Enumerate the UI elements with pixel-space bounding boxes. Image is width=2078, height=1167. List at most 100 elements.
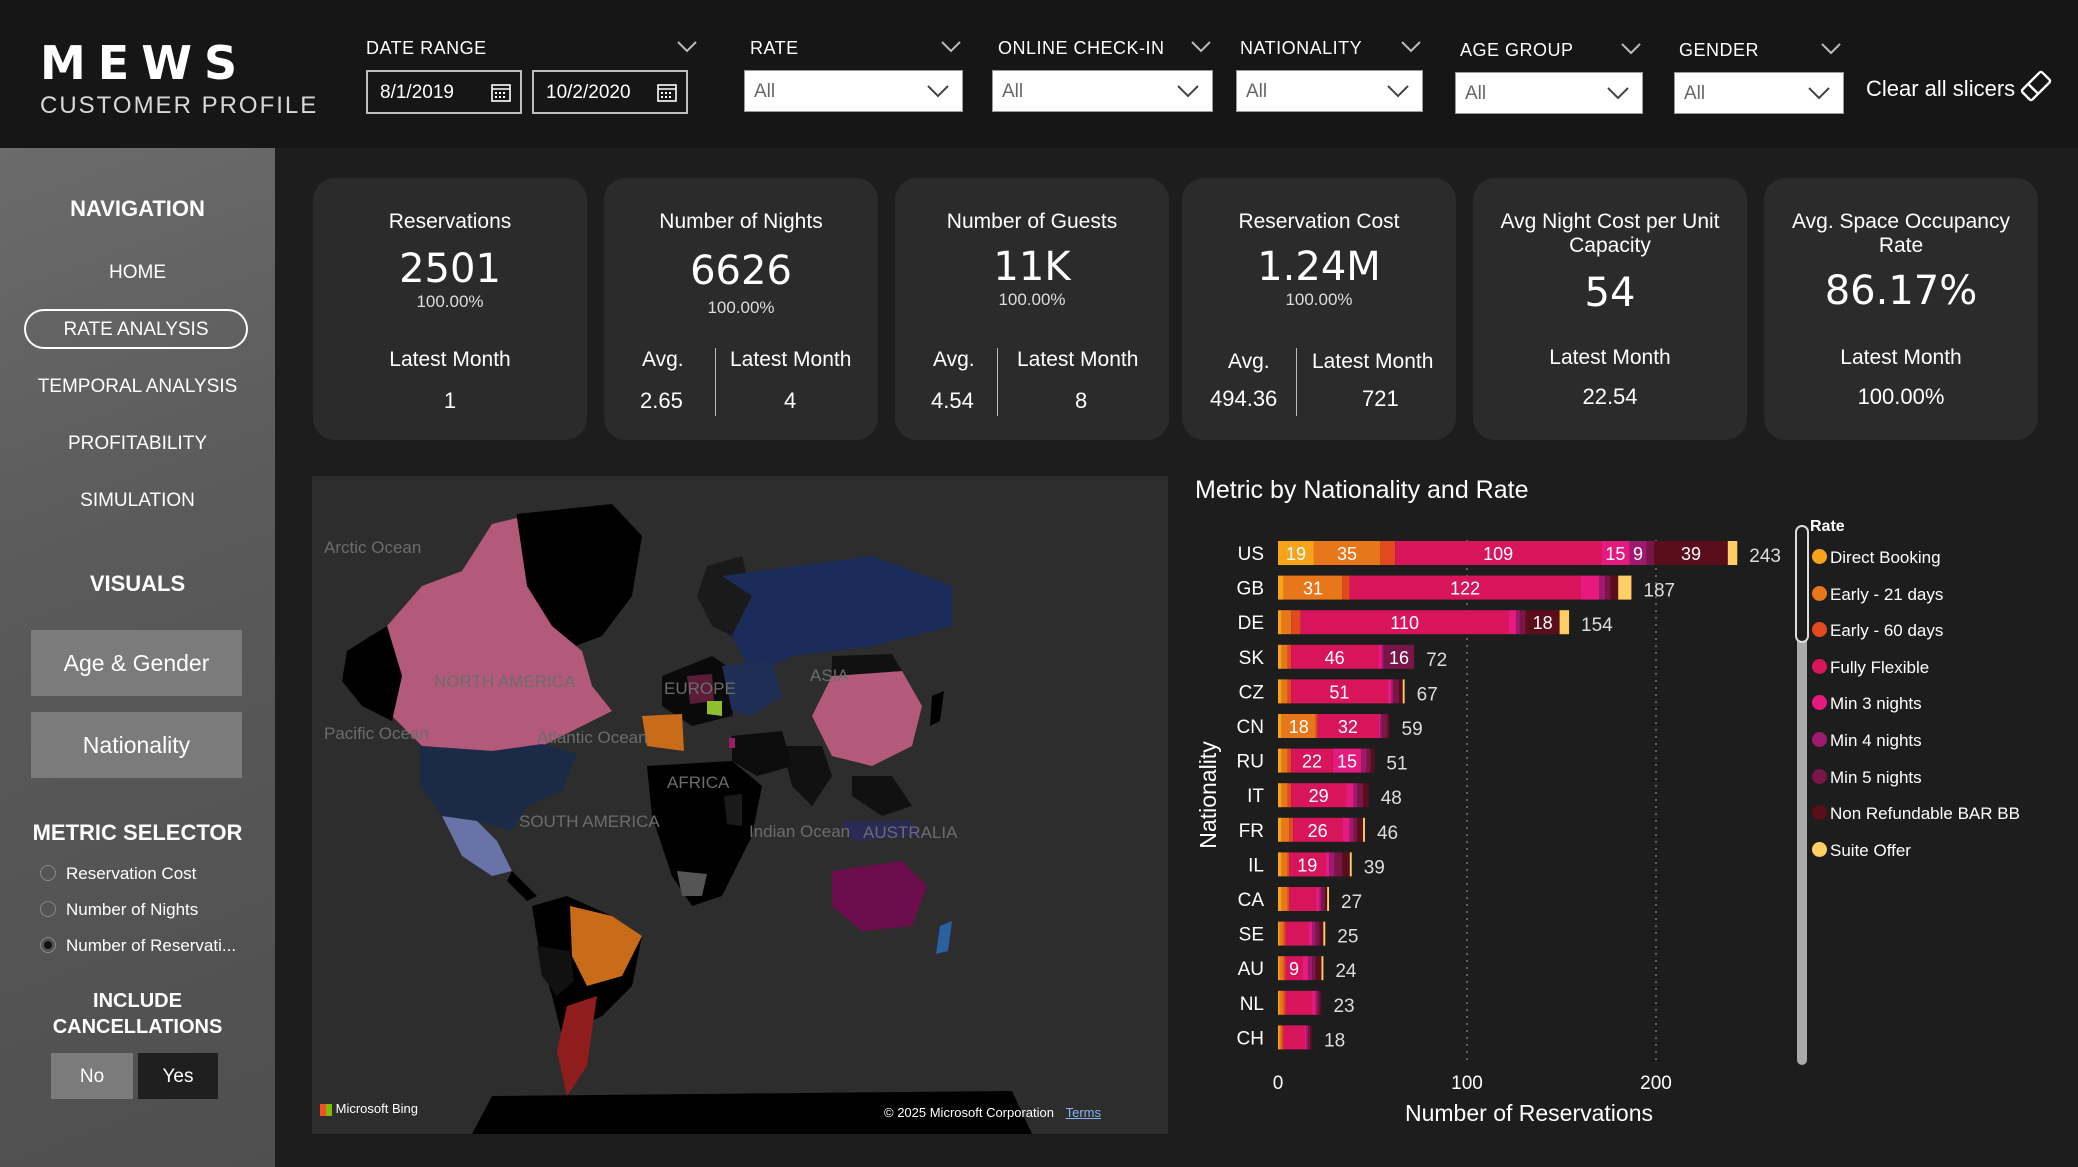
cancellations-no-button[interactable]: No xyxy=(51,1053,133,1099)
clear-all-slicers-button[interactable]: Clear all slicers xyxy=(1866,76,2016,101)
bar-segment xyxy=(1281,783,1288,808)
legend-item[interactable]: Min 5 nights xyxy=(1812,768,1922,788)
kpi-value: 54 xyxy=(1584,270,1636,316)
legend-scrollbar-track[interactable] xyxy=(1797,525,1807,1065)
bar-segment xyxy=(1278,679,1282,704)
legend-item[interactable]: Early - 21 days xyxy=(1812,585,1943,605)
chevron-down-icon[interactable] xyxy=(1820,42,1842,56)
bar-segment xyxy=(1278,1025,1280,1050)
x-axis-title: Number of Reservations xyxy=(1405,1100,1653,1126)
legend-title: Rate xyxy=(1810,518,1845,535)
bar-segment xyxy=(1279,1025,1282,1050)
age-group-slicer-dropdown[interactable]: All xyxy=(1455,72,1643,114)
bar-segment xyxy=(1381,714,1388,738)
bar-segment xyxy=(1278,990,1280,1015)
bar-segment xyxy=(1291,644,1379,669)
nav-rate-analysis[interactable]: RATE ANALYSIS xyxy=(24,309,248,349)
bar-data-label: 35 xyxy=(1337,544,1357,564)
x-tick-label: 200 xyxy=(1640,1073,1672,1094)
bar-segment xyxy=(1289,817,1294,842)
bar-segment xyxy=(1302,956,1309,981)
map-terms-link[interactable]: Terms xyxy=(1065,1105,1102,1120)
bar-segment xyxy=(1321,887,1326,911)
bar-total-label: 72 xyxy=(1426,650,1447,671)
y-tick-label: AU xyxy=(1238,959,1264,980)
legend-item[interactable]: Non Refundable BAR BB xyxy=(1812,804,2020,824)
bing-attribution: Microsoft Bing xyxy=(320,1101,418,1116)
rate-slicer-dropdown[interactable]: All xyxy=(744,70,963,112)
kpi-card-reservation-cost: Reservation Cost 1.24M 100.00% Avg. 494.… xyxy=(1182,178,1456,440)
legend-item[interactable]: Min 3 nights xyxy=(1812,694,1922,714)
metric-option-number-of-reservations[interactable]: Number of Reservati... xyxy=(40,936,236,956)
kpi-latest-value: 721 xyxy=(1362,386,1399,411)
bar-data-label: 19 xyxy=(1297,855,1317,875)
chevron-down-icon[interactable] xyxy=(1190,40,1212,54)
kpi-card-reservations: Reservations 2501 100.00% Latest Month 1 xyxy=(313,178,587,440)
kpi-title: Reservations xyxy=(388,210,512,233)
bar-segment xyxy=(1287,748,1292,773)
date-start-input[interactable]: 8/1/2019 xyxy=(366,70,522,114)
bar-segment xyxy=(1285,921,1309,946)
online-checkin-slicer-dropdown[interactable]: All xyxy=(992,70,1213,112)
nav-simulation[interactable]: SIMULATION xyxy=(80,490,195,511)
radio-button-selected[interactable] xyxy=(40,936,56,953)
gender-slicer-dropdown[interactable]: All xyxy=(1674,72,1844,114)
kpi-percent: 100.00% xyxy=(416,292,484,311)
bar-segment xyxy=(1283,956,1286,981)
calendar-icon[interactable] xyxy=(656,81,678,103)
chevron-down-icon[interactable] xyxy=(1620,42,1642,56)
age-gender-button[interactable]: Age & Gender xyxy=(31,630,242,696)
kpi-percent: 100.00% xyxy=(707,298,775,317)
radio-button[interactable] xyxy=(40,900,56,917)
kpi-divider xyxy=(1296,348,1297,416)
legend-label: Early - 21 days xyxy=(1830,584,1944,604)
legend-item[interactable]: Direct Booking xyxy=(1812,548,1941,568)
bar-data-label: 31 xyxy=(1303,579,1323,599)
bar-segment xyxy=(1402,679,1405,704)
bar-total-label: 67 xyxy=(1417,684,1438,705)
nav-temporal-analysis[interactable]: TEMPORAL ANALYSIS xyxy=(37,376,238,397)
bar-segment xyxy=(1279,990,1284,1015)
world-map[interactable]: Arctic Ocean NORTH AMERICA Pacific Ocean… xyxy=(312,476,1168,1134)
legend-item[interactable]: Min 4 nights xyxy=(1812,731,1922,751)
bar-segment xyxy=(1281,887,1288,911)
y-tick-label: CA xyxy=(1238,890,1265,911)
nationality-slicer-dropdown[interactable]: All xyxy=(1236,70,1423,112)
bar-segment xyxy=(1525,610,1560,635)
map-region-nz xyxy=(936,921,952,954)
x-tick-label: 100 xyxy=(1451,1073,1483,1094)
map-canvas[interactable] xyxy=(312,476,1168,1134)
chevron-down-icon[interactable] xyxy=(940,40,962,54)
metric-selector-heading: METRIC SELECTOR xyxy=(32,820,243,845)
legend-swatch xyxy=(1812,805,1827,821)
bar-segment xyxy=(1317,714,1379,738)
bar-segment xyxy=(1629,541,1647,565)
legend-item[interactable]: Suite Offer xyxy=(1812,841,1911,861)
bar-segment xyxy=(1278,748,1282,773)
nationality-button[interactable]: Nationality xyxy=(31,712,242,778)
map-label-north-america: NORTH AMERICA xyxy=(434,672,576,691)
metric-option-reservation-cost[interactable]: Reservation Cost xyxy=(40,864,196,884)
bar-segment xyxy=(1325,887,1328,911)
legend-item[interactable]: Early - 60 days xyxy=(1812,621,1943,641)
bar-data-label: 29 xyxy=(1309,786,1329,806)
chevron-down-icon[interactable] xyxy=(1400,40,1422,54)
chevron-down-icon[interactable] xyxy=(676,40,698,54)
calendar-icon[interactable] xyxy=(490,81,512,103)
eraser-icon[interactable] xyxy=(2016,66,2056,106)
y-tick-label: RU xyxy=(1237,752,1264,773)
metric-option-number-of-nights[interactable]: Number of Nights xyxy=(40,900,198,920)
bar-segment xyxy=(1283,921,1286,946)
legend-item[interactable]: Fully Flexible xyxy=(1812,658,1929,678)
metric-option-label: Number of Reservati... xyxy=(66,936,237,955)
cancellations-yes-button[interactable]: Yes xyxy=(138,1053,218,1099)
legend-scrollbar-thumb[interactable] xyxy=(1795,525,1809,643)
legend-label: Min 5 nights xyxy=(1830,767,1922,787)
date-end-input[interactable]: 10/2/2020 xyxy=(532,70,688,114)
stacked-bar-chart[interactable]: 0 100 200 Number of Reservations Nationality… xyxy=(1178,500,2078,1167)
nav-profitability[interactable]: PROFITABILITY xyxy=(67,433,207,454)
radio-button[interactable] xyxy=(40,864,56,881)
legend-swatch xyxy=(1812,841,1827,857)
bar-total-label: 46 xyxy=(1377,823,1398,844)
nav-home[interactable]: HOME xyxy=(109,262,166,283)
